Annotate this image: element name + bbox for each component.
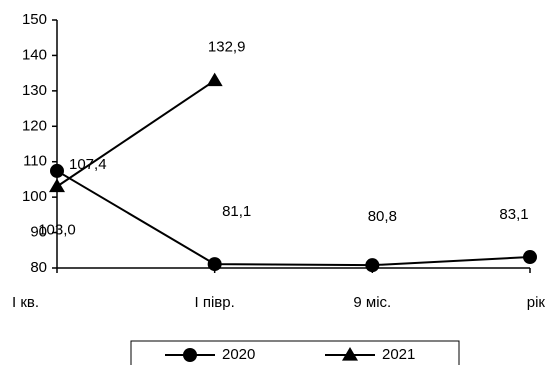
marker: [49, 178, 65, 193]
data-label: 107,4: [69, 156, 107, 173]
marker: [207, 257, 222, 272]
y-tick-label: 130: [22, 82, 47, 99]
data-label: 83,1: [499, 206, 528, 223]
x-tick-label: рік: [527, 294, 546, 311]
y-tick-label: 120: [22, 117, 47, 134]
y-tick-label: 100: [22, 188, 47, 205]
marker: [206, 72, 223, 87]
x-tick-label: І кв.: [12, 294, 39, 311]
legend-marker: [183, 348, 197, 362]
data-label: 81,1: [222, 203, 251, 220]
legend-label: 2021: [382, 346, 415, 363]
marker: [365, 258, 380, 273]
data-label: 80,8: [368, 208, 397, 225]
data-label: 103,0: [38, 221, 76, 238]
legend-marker: [342, 347, 358, 361]
y-tick-label: 90: [30, 224, 47, 241]
y-tick-label: 150: [22, 11, 47, 28]
data-label: 132,9: [208, 39, 246, 56]
y-tick-label: 110: [23, 153, 47, 170]
legend-label: 2020: [222, 346, 255, 363]
marker: [523, 250, 537, 265]
series-line: [56, 79, 216, 188]
series-line: [56, 170, 531, 267]
marker: [50, 163, 64, 178]
y-tick-label: 80: [30, 259, 47, 276]
y-tick-label: 140: [22, 46, 47, 63]
x-tick-label: 9 міс.: [353, 294, 391, 311]
x-tick-label: І півр.: [195, 294, 235, 311]
